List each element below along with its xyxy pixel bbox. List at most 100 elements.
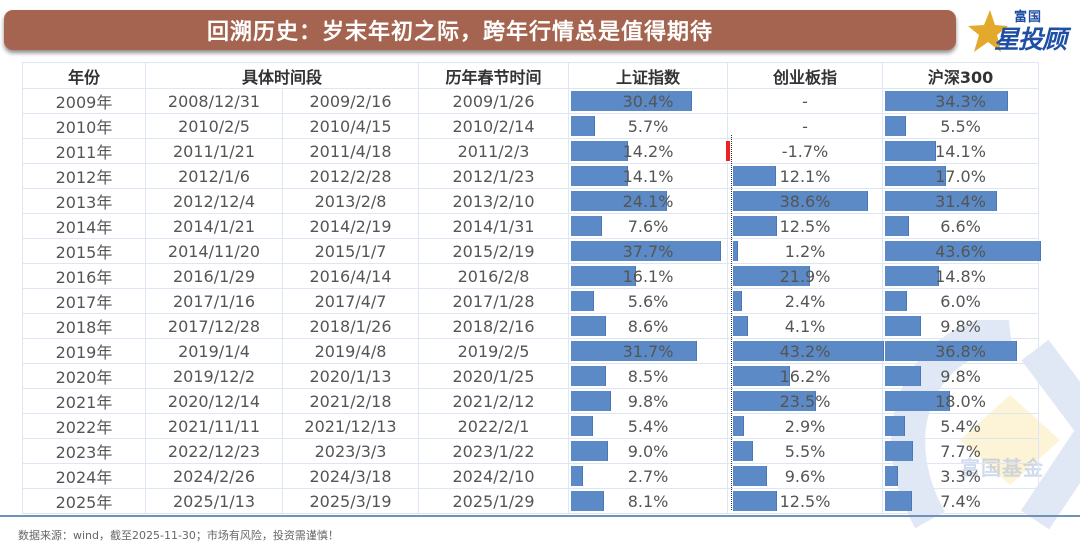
csi300-return-cell: 3.3% bbox=[882, 463, 1040, 489]
return-value: 8.6% bbox=[627, 316, 669, 336]
data-bar bbox=[733, 441, 754, 461]
data-bar bbox=[885, 266, 939, 286]
period-start-cell: 2020/12/14 bbox=[145, 388, 283, 414]
table-row: 2022年 2021/11/11 2021/12/13 2022/2/1 5.4% 2.9… bbox=[22, 413, 1040, 439]
sse-return-cell: 37.7% bbox=[568, 238, 729, 264]
table-row: 2018年 2017/12/28 2018/1/26 2018/2/16 8.6% 4.1… bbox=[22, 313, 1040, 339]
period-start-cell: 2022/12/23 bbox=[145, 438, 283, 464]
period-start-cell: 2024/2/26 bbox=[145, 463, 283, 489]
table-row: 2023年 2022/12/23 2023/3/3 2023/1/22 9.0% 5.5%… bbox=[22, 438, 1040, 464]
return-value: 21.9% bbox=[779, 266, 831, 286]
period-start-cell: 2008/12/31 bbox=[145, 88, 283, 114]
data-bar bbox=[885, 391, 950, 411]
spring-festival-cell: 2009/1/26 bbox=[418, 88, 570, 114]
return-value: 2.9% bbox=[784, 416, 826, 436]
return-value: 43.2% bbox=[779, 341, 831, 361]
return-value: 7.4% bbox=[940, 491, 981, 511]
return-value: 14.8% bbox=[935, 266, 986, 286]
table-row: 2015年 2014/11/20 2015/1/7 2015/2/19 37.7% 1.2… bbox=[22, 238, 1041, 264]
period-start-cell: 2012/1/6 bbox=[145, 163, 283, 189]
header-sse: 上证指数 bbox=[568, 62, 729, 89]
chinext-return-cell: 12.5% bbox=[727, 213, 884, 239]
year-cell: 2013年 bbox=[22, 188, 146, 214]
spring-festival-cell: 2014/1/31 bbox=[418, 213, 570, 239]
csi300-return-cell: 14.8% bbox=[882, 263, 1040, 289]
period-end-cell: 2020/1/13 bbox=[281, 363, 420, 389]
period-end-cell: 2016/4/14 bbox=[281, 263, 420, 289]
year-cell: 2019年 bbox=[22, 338, 146, 364]
chinext-return-cell: 4.1% bbox=[727, 313, 884, 339]
csi300-return-cell: 7.7% bbox=[882, 438, 1040, 464]
data-bar bbox=[571, 166, 628, 186]
return-value: 6.6% bbox=[940, 216, 981, 236]
sse-return-cell: 8.1% bbox=[568, 488, 729, 514]
return-value: 43.6% bbox=[935, 241, 986, 261]
return-value: 31.7% bbox=[622, 341, 674, 361]
data-bar bbox=[571, 391, 611, 411]
table-row: 2017年 2017/1/16 2017/4/7 2017/1/28 5.6% 2.4% 6… bbox=[22, 288, 1040, 314]
csi300-return-cell: 14.1% bbox=[882, 138, 1040, 164]
header-chinext: 创业板指 bbox=[727, 62, 884, 89]
spring-festival-cell: 2019/2/5 bbox=[418, 338, 570, 364]
spring-festival-cell: 2017/1/28 bbox=[418, 288, 570, 314]
data-bar bbox=[885, 416, 906, 436]
data-bar bbox=[571, 491, 604, 511]
chinext-return-cell: 43.2% bbox=[727, 338, 884, 364]
star-logo-icon bbox=[968, 10, 1008, 52]
table-row: 2011年 2011/1/21 2011/4/18 2011/2/3 14.2% -1.7… bbox=[22, 138, 1040, 164]
spring-festival-cell: 2016/2/8 bbox=[418, 263, 570, 289]
year-cell: 2020年 bbox=[22, 363, 146, 389]
return-value: 12.1% bbox=[779, 166, 831, 186]
sse-return-cell: 7.6% bbox=[568, 213, 729, 239]
data-bar bbox=[733, 216, 778, 236]
data-bar bbox=[571, 141, 629, 161]
data-bar bbox=[885, 116, 906, 136]
sse-return-cell: 2.7% bbox=[568, 463, 729, 489]
data-bar bbox=[885, 141, 937, 161]
return-value: 2.4% bbox=[784, 291, 826, 311]
return-value: 9.6% bbox=[784, 466, 826, 486]
period-end-cell: 2019/4/8 bbox=[281, 338, 420, 364]
sse-return-cell: 14.1% bbox=[568, 163, 729, 189]
period-start-cell: 2014/1/21 bbox=[145, 213, 283, 239]
csi300-return-cell: 17.0% bbox=[882, 163, 1040, 189]
chinext-return-cell: 1.2% bbox=[727, 238, 884, 264]
sse-return-cell: 5.4% bbox=[568, 413, 729, 439]
period-end-cell: 2025/3/19 bbox=[281, 488, 420, 514]
year-cell: 2024年 bbox=[22, 463, 146, 489]
data-bar bbox=[733, 316, 749, 336]
return-value: 5.4% bbox=[627, 416, 669, 436]
period-end-cell: 2021/2/18 bbox=[281, 388, 420, 414]
return-value: 12.5% bbox=[779, 216, 831, 236]
sse-return-cell: 24.1% bbox=[568, 188, 729, 214]
return-value: 5.6% bbox=[627, 291, 669, 311]
return-value: 16.1% bbox=[622, 266, 674, 286]
table-row: 2020年 2019/12/2 2020/1/13 2020/1/25 8.5% 16.2… bbox=[22, 363, 1040, 389]
chinext-return-cell: 9.6% bbox=[727, 463, 884, 489]
returns-table: 年份 具体时间段 历年春节时间 上证指数 创业板指 沪深300 2009年 200… bbox=[22, 62, 1041, 514]
return-value: 14.2% bbox=[622, 141, 674, 161]
negative-data-bar bbox=[726, 141, 731, 161]
period-end-cell: 2021/12/13 bbox=[281, 413, 420, 439]
data-bar bbox=[571, 266, 636, 286]
footer-divider bbox=[0, 515, 1080, 517]
period-end-cell: 2010/4/15 bbox=[281, 113, 420, 139]
return-value: 18.0% bbox=[935, 391, 986, 411]
chinext-zero-axis bbox=[731, 135, 732, 510]
return-value: 8.5% bbox=[627, 366, 669, 386]
page-title: 回溯历史：岁末年初之际，跨年行情总是值得期待 bbox=[206, 20, 713, 45]
return-value: 38.6% bbox=[779, 191, 831, 211]
return-value: 14.1% bbox=[622, 166, 674, 186]
data-bar bbox=[733, 191, 868, 211]
chinext-return-cell: 38.6% bbox=[727, 188, 884, 214]
period-start-cell: 2017/12/28 bbox=[145, 313, 283, 339]
csi300-return-cell: 9.8% bbox=[882, 363, 1040, 389]
csi300-return-cell: 5.4% bbox=[882, 413, 1040, 439]
sse-return-cell: 14.2% bbox=[568, 138, 729, 164]
data-bar bbox=[885, 91, 1008, 111]
return-value: 34.3% bbox=[935, 91, 986, 111]
sse-return-cell: 5.6% bbox=[568, 288, 729, 314]
sse-return-cell: 8.6% bbox=[568, 313, 729, 339]
data-bar bbox=[885, 366, 921, 386]
sse-return-cell: 31.7% bbox=[568, 338, 729, 364]
